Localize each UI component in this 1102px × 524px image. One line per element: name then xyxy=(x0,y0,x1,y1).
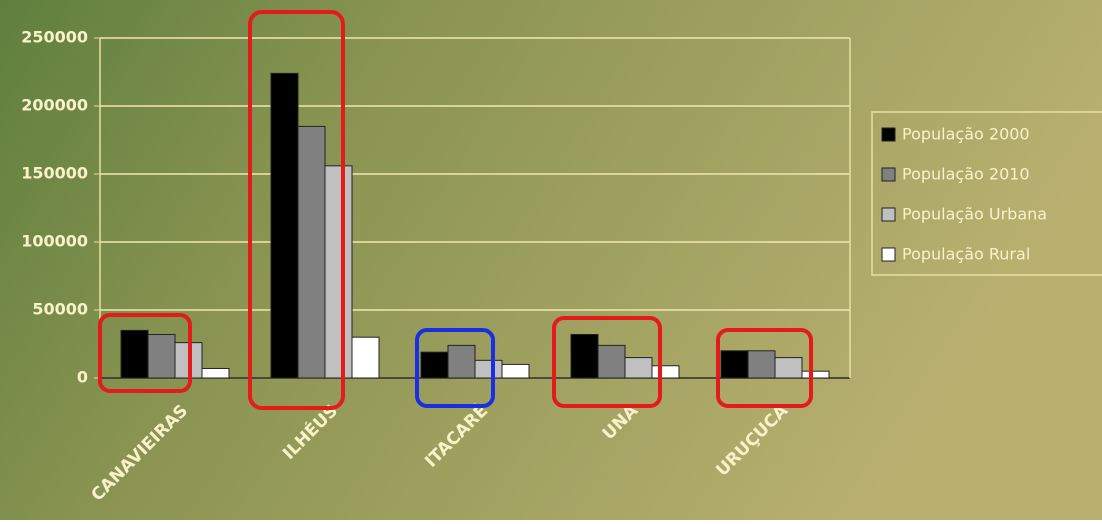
bar xyxy=(271,73,298,378)
chart: 050000100000150000200000250000CANAVIEIRA… xyxy=(0,0,1102,520)
bar xyxy=(298,126,325,378)
y-tick-label: 150000 xyxy=(21,164,88,183)
bar xyxy=(475,360,502,378)
bar xyxy=(625,358,652,378)
bar xyxy=(325,166,352,378)
legend-swatch xyxy=(882,168,895,181)
bar xyxy=(121,330,148,378)
bar xyxy=(802,371,829,378)
y-tick-label: 200000 xyxy=(21,96,88,115)
y-tick-label: 250000 xyxy=(21,28,88,47)
y-tick-label: 100000 xyxy=(21,232,88,251)
bar xyxy=(502,364,529,378)
page: {"chart_data": {"type": "bar", "categori… xyxy=(0,0,1102,520)
bar xyxy=(571,334,598,378)
y-tick-label: 0 xyxy=(77,368,88,387)
legend-swatch xyxy=(882,208,895,221)
legend-label: População Urbana xyxy=(902,205,1047,224)
y-tick-label: 50000 xyxy=(32,300,88,319)
bar xyxy=(352,337,379,378)
legend-swatch xyxy=(882,248,895,261)
legend-label: População Rural xyxy=(902,245,1030,264)
bar xyxy=(202,368,229,378)
bar xyxy=(775,358,802,378)
bar xyxy=(721,351,748,378)
bar xyxy=(598,345,625,378)
bar xyxy=(448,345,475,378)
legend-label: População 2000 xyxy=(902,125,1030,144)
bar xyxy=(148,334,175,378)
bar xyxy=(421,352,448,378)
legend-label: População 2010 xyxy=(902,165,1030,184)
bar xyxy=(652,366,679,378)
bar xyxy=(748,351,775,378)
legend-swatch xyxy=(882,128,895,141)
